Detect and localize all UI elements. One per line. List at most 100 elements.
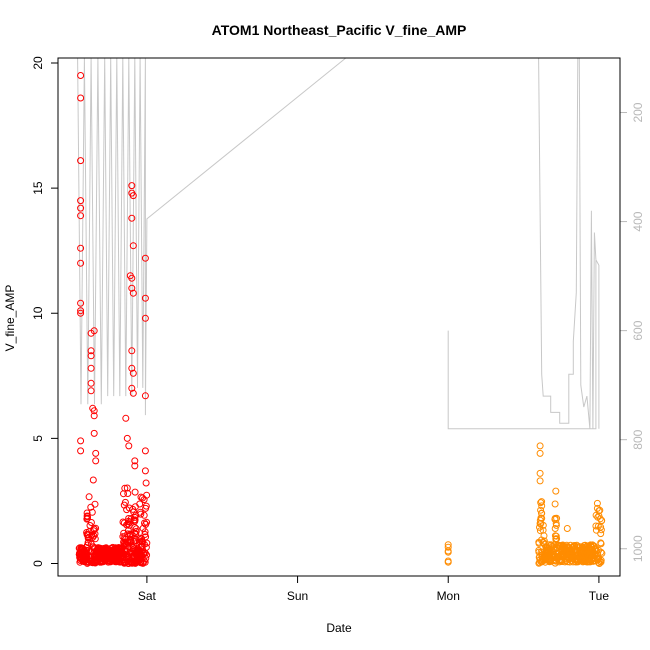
point-451 (130, 516, 138, 524)
point-509 (77, 307, 85, 315)
point-931 (588, 556, 596, 563)
point-914 (567, 556, 575, 564)
point-541 (128, 384, 136, 392)
point-522 (90, 412, 98, 420)
point-516 (87, 364, 95, 372)
point-499 (108, 555, 116, 563)
point-554 (444, 548, 452, 556)
point-946 (563, 525, 571, 532)
point-479 (122, 540, 130, 548)
depth-trace (77, 57, 347, 416)
point-474 (104, 547, 112, 555)
point-427 (132, 530, 140, 538)
point-503 (77, 197, 85, 205)
point-493 (116, 557, 124, 565)
point-514 (87, 347, 95, 355)
x-tick-label-2: Mon (437, 589, 460, 603)
point-461 (136, 536, 144, 544)
point-892 (574, 543, 581, 551)
point-352 (84, 514, 91, 522)
point-504 (77, 204, 85, 212)
point-484 (107, 548, 115, 556)
point-517 (87, 379, 95, 387)
point-556 (444, 558, 452, 566)
point-933 (589, 549, 597, 557)
point-942 (538, 509, 546, 517)
point-448 (95, 547, 103, 555)
point-477 (130, 559, 138, 567)
point-935 (562, 548, 570, 556)
point-518 (87, 387, 95, 395)
x-tick-label-3: Tue (589, 589, 610, 603)
point-872 (536, 516, 544, 524)
point-941 (538, 502, 546, 510)
point-500 (77, 72, 85, 79)
right-tick-label-1: 400 (631, 211, 645, 231)
point-495 (120, 490, 127, 498)
point-550 (141, 467, 149, 475)
point-163 (138, 535, 146, 543)
point-466 (85, 534, 93, 542)
point-540 (129, 369, 137, 377)
point-494 (138, 543, 146, 551)
point-374 (123, 484, 131, 492)
point-817 (551, 500, 559, 508)
point-915 (542, 554, 550, 562)
point-464 (94, 544, 102, 552)
y-tick-label-1: 5 (31, 435, 45, 442)
x-axis-label: Date (326, 621, 352, 635)
chart-title: ATOM1 Northeast_Pacific V_fine_AMP (212, 22, 467, 38)
point-576 (537, 499, 545, 507)
point-947 (593, 499, 601, 507)
point-507 (77, 259, 85, 267)
point-498 (117, 547, 125, 555)
point-14 (141, 528, 149, 536)
point-538 (128, 347, 136, 355)
point-546 (141, 294, 149, 302)
point-904 (536, 523, 543, 531)
point-492 (93, 552, 101, 560)
point-442 (139, 524, 147, 532)
point-510 (77, 309, 85, 317)
point-395 (120, 559, 128, 566)
point-944 (551, 514, 559, 522)
point-865 (597, 540, 605, 548)
point-139 (142, 504, 150, 512)
point-468 (99, 558, 107, 566)
plot-frame (57, 57, 621, 577)
point-586 (538, 498, 546, 506)
right-tick-label-2: 600 (631, 320, 645, 340)
x-tick-label-0: Sat (138, 589, 157, 603)
point-471 (112, 557, 120, 565)
point-515 (87, 352, 95, 360)
point-315 (124, 520, 132, 528)
point-418 (133, 549, 140, 557)
y-axis-label: V_fine_AMP (3, 285, 17, 352)
point-488 (129, 542, 137, 549)
point-320 (125, 560, 133, 567)
point-347 (120, 529, 128, 537)
point-532 (128, 214, 136, 222)
point-713 (594, 559, 602, 566)
point-505 (77, 212, 85, 220)
y-tick-label-0: 0 (31, 560, 45, 567)
point-919 (544, 547, 552, 555)
point-527 (123, 434, 131, 442)
point-496 (87, 540, 95, 548)
point-928 (539, 521, 547, 529)
point-950 (595, 512, 603, 520)
point-512 (77, 447, 85, 455)
point-381 (89, 476, 97, 484)
point-340 (88, 508, 96, 516)
point-595 (552, 487, 560, 495)
point-821 (552, 520, 560, 527)
point-251 (142, 533, 150, 541)
point-890 (595, 560, 603, 567)
point-776 (553, 535, 561, 543)
point-48 (131, 488, 139, 496)
point-927 (554, 541, 562, 549)
point-489 (75, 551, 83, 558)
point-883 (536, 527, 544, 535)
series-group (75, 57, 606, 567)
